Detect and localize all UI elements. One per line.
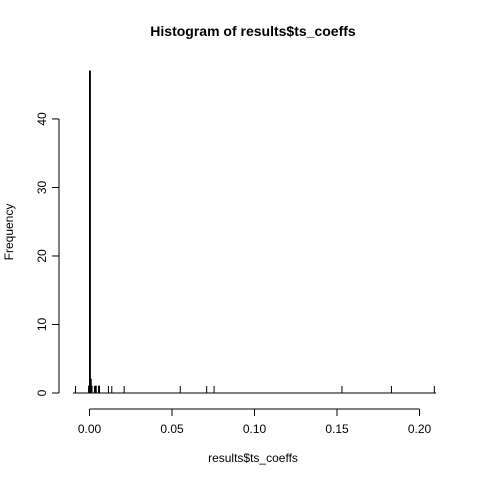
y-axis: 0 10 20 30 40 xyxy=(35,112,60,396)
histogram-bar xyxy=(89,70,91,394)
y-tick-label: 20 xyxy=(35,249,49,263)
x-tick-label: 0.05 xyxy=(160,422,184,436)
y-tick-label: 10 xyxy=(35,317,49,331)
x-axis: 0.00 0.05 0.10 0.15 0.20 xyxy=(78,408,432,436)
y-tick-label: 0 xyxy=(35,389,49,396)
histogram-bars xyxy=(73,70,436,394)
x-tick-label: 0.15 xyxy=(325,422,349,436)
y-tick-label: 40 xyxy=(35,112,49,126)
chart-title: Histogram of results$ts_coeffs xyxy=(150,23,356,39)
x-axis-label: results$ts_coeffs xyxy=(208,451,298,465)
x-tick-label: 0.00 xyxy=(78,422,102,436)
x-tick-label: 0.20 xyxy=(408,422,432,436)
y-tick-label: 30 xyxy=(35,180,49,194)
y-axis-label: Frequency xyxy=(2,204,16,261)
x-tick-label: 0.10 xyxy=(243,422,267,436)
rug-marks xyxy=(74,386,435,393)
